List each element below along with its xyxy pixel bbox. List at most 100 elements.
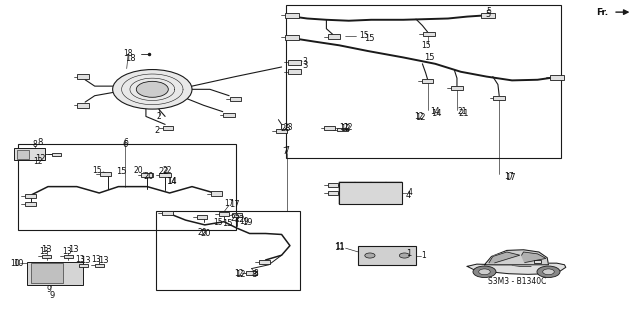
Text: 17: 17 — [504, 172, 514, 181]
Bar — [77, 74, 89, 79]
Text: 3: 3 — [303, 61, 308, 70]
Bar — [79, 263, 88, 267]
Text: 13: 13 — [75, 256, 85, 264]
Text: 12: 12 — [234, 269, 243, 278]
Text: 17: 17 — [224, 199, 234, 208]
Text: 12: 12 — [235, 270, 245, 279]
Text: 20: 20 — [201, 229, 211, 238]
Text: 12: 12 — [340, 124, 351, 133]
Text: 21: 21 — [458, 109, 468, 118]
Text: 20: 20 — [197, 228, 207, 237]
Polygon shape — [489, 252, 520, 263]
Bar — [219, 212, 229, 216]
Text: 17: 17 — [506, 173, 516, 182]
Text: 6: 6 — [123, 140, 128, 149]
Bar — [328, 183, 338, 187]
Bar — [42, 255, 51, 258]
Circle shape — [479, 269, 490, 275]
Text: 11: 11 — [335, 242, 344, 251]
Bar — [328, 34, 340, 39]
Text: 22: 22 — [158, 167, 168, 176]
Circle shape — [365, 253, 375, 258]
Text: 18: 18 — [125, 54, 136, 63]
Text: 13: 13 — [68, 245, 78, 254]
Text: 19: 19 — [242, 218, 252, 227]
Text: 15: 15 — [116, 167, 127, 176]
Text: 15: 15 — [223, 219, 233, 228]
Text: 15: 15 — [92, 166, 102, 174]
Text: 7: 7 — [284, 146, 289, 155]
Text: 19: 19 — [239, 217, 250, 226]
Text: 5: 5 — [486, 7, 491, 16]
Text: 12: 12 — [34, 157, 43, 166]
Text: 15: 15 — [212, 218, 223, 227]
Text: 15: 15 — [424, 53, 435, 62]
Bar — [159, 173, 171, 177]
Bar — [230, 97, 241, 101]
Text: 5: 5 — [486, 10, 491, 19]
Polygon shape — [484, 250, 548, 265]
Circle shape — [543, 269, 554, 275]
Text: 15: 15 — [364, 34, 374, 43]
Text: 10: 10 — [10, 259, 20, 268]
Circle shape — [537, 266, 560, 278]
Bar — [211, 191, 222, 196]
Bar — [100, 172, 111, 176]
Text: 14: 14 — [166, 177, 177, 186]
Text: 17: 17 — [229, 200, 239, 209]
Bar — [534, 260, 541, 263]
Text: 2: 2 — [156, 112, 161, 121]
Bar — [64, 255, 73, 258]
Bar — [324, 126, 335, 130]
Text: 11: 11 — [335, 243, 345, 252]
Bar — [163, 126, 173, 130]
Text: 13: 13 — [98, 256, 108, 265]
Bar — [25, 194, 36, 198]
Bar — [223, 113, 235, 117]
Bar — [259, 260, 270, 263]
Text: 8: 8 — [33, 140, 38, 149]
Bar — [31, 263, 63, 283]
Text: 10: 10 — [13, 259, 23, 268]
Bar — [285, 35, 299, 40]
Text: 12: 12 — [415, 113, 426, 122]
Text: 22: 22 — [163, 166, 172, 175]
Bar — [276, 129, 287, 133]
Bar — [14, 148, 45, 160]
Bar — [246, 271, 257, 275]
Bar — [451, 86, 463, 90]
Circle shape — [113, 70, 192, 109]
Text: 1: 1 — [421, 251, 426, 260]
Text: 23: 23 — [283, 123, 293, 132]
Bar — [550, 75, 564, 80]
Bar — [197, 215, 207, 219]
Bar — [77, 103, 89, 108]
Text: 15: 15 — [358, 31, 369, 40]
Bar — [286, 5, 561, 158]
Text: 22: 22 — [234, 215, 244, 224]
Text: 12: 12 — [35, 154, 45, 163]
Text: 4: 4 — [407, 188, 412, 197]
Text: 1: 1 — [406, 249, 411, 258]
Bar — [337, 128, 348, 131]
Bar — [18, 144, 236, 230]
Text: 20: 20 — [144, 172, 154, 181]
Bar — [232, 213, 242, 217]
Text: 21: 21 — [458, 107, 467, 116]
Text: 14: 14 — [431, 109, 442, 118]
Text: 3: 3 — [303, 57, 308, 66]
Bar — [52, 152, 61, 156]
Bar — [481, 13, 495, 18]
Text: 8: 8 — [253, 269, 259, 278]
Bar — [339, 182, 402, 204]
Text: 13: 13 — [62, 247, 72, 256]
Text: 22: 22 — [231, 214, 240, 223]
Text: 9: 9 — [50, 291, 55, 300]
Text: 15: 15 — [420, 41, 431, 50]
Bar — [358, 246, 416, 265]
Bar — [141, 173, 153, 177]
Bar — [25, 202, 36, 206]
Bar — [17, 150, 29, 159]
Text: 18: 18 — [124, 49, 132, 58]
Text: 14: 14 — [430, 107, 440, 116]
